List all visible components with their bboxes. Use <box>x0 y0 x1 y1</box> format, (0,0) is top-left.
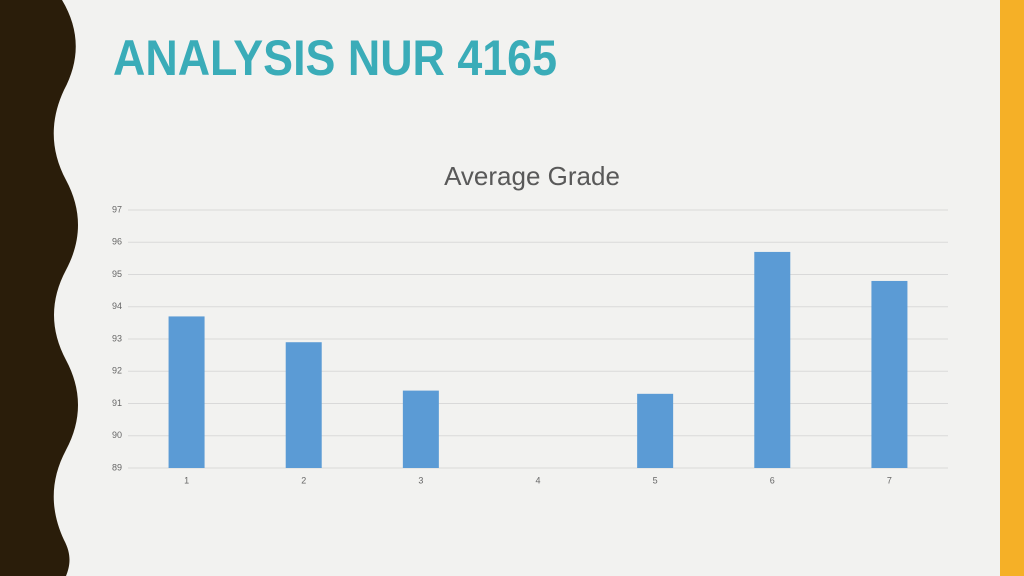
y-tick-label: 93 <box>112 333 122 343</box>
y-tick-label: 94 <box>112 301 122 311</box>
x-tick-label: 2 <box>301 475 306 485</box>
bar <box>871 280 908 468</box>
y-tick-label: 95 <box>112 269 122 279</box>
x-tick-label: 4 <box>535 475 540 485</box>
bar <box>754 251 791 468</box>
bar <box>637 393 674 468</box>
x-tick-label: 5 <box>653 475 658 485</box>
y-tick-label: 90 <box>112 430 122 440</box>
bar <box>402 390 439 468</box>
y-tick-label: 97 <box>112 204 122 214</box>
bar <box>285 342 322 468</box>
x-tick-label: 3 <box>418 475 423 485</box>
slide-title: ANALYSIS NUR 4165 <box>113 30 557 86</box>
x-tick-label: 6 <box>770 475 775 485</box>
accent-strip <box>1000 0 1024 576</box>
y-tick-label: 96 <box>112 237 122 247</box>
bar <box>168 316 205 468</box>
y-tick-label: 91 <box>112 398 122 408</box>
chart-title: Average Grade <box>444 161 620 191</box>
x-tick-label: 7 <box>887 475 892 485</box>
y-tick-label: 92 <box>112 366 122 376</box>
x-tick-label: 1 <box>184 475 189 485</box>
side-band <box>0 0 78 576</box>
y-tick-label: 89 <box>112 462 122 472</box>
